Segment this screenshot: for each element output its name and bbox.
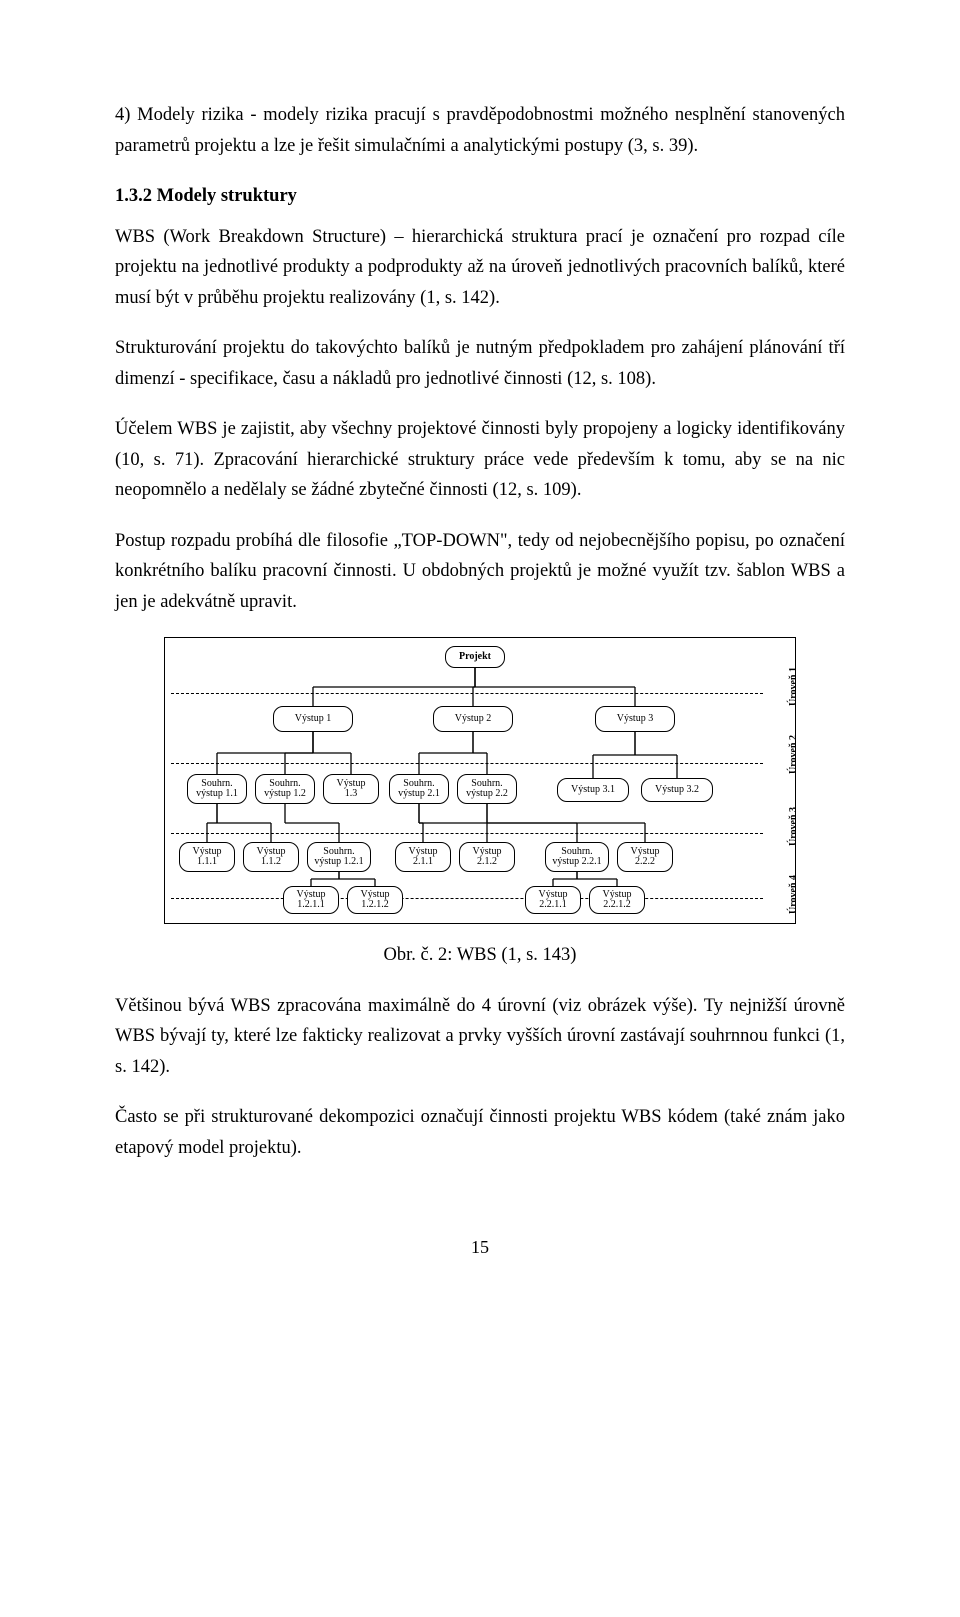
wbs-node: Výstup 3: [595, 706, 675, 732]
text: Účelem WBS je zajistit, aby všechny proj…: [115, 419, 845, 500]
level-label: Úroveň 2: [789, 735, 799, 774]
text: 1.3.2 Modely struktury: [115, 186, 297, 206]
para-purpose: Účelem WBS je zajistit, aby všechny proj…: [115, 414, 845, 506]
wbs-node: Výstup 3.1: [557, 778, 629, 802]
para-levels: Většinou bývá WBS zpracována maximálně d…: [115, 991, 845, 1083]
wbs-node: Souhrn. výstup 2.2: [457, 774, 517, 804]
text: Často se při strukturované dekompozici o…: [115, 1107, 845, 1158]
figure-caption: Obr. č. 2: WBS (1, s. 143): [115, 940, 845, 971]
wbs-node: Výstup 2: [433, 706, 513, 732]
wbs-node: Výstup 1.1.2: [243, 842, 299, 872]
wbs-node: Výstup 1.1.1: [179, 842, 235, 872]
wbs-node: Výstup 2.2.2: [617, 842, 673, 872]
wbs-node: Výstup 2.2.1.2: [589, 886, 645, 914]
wbs-node: Výstup 1.2.1.2: [347, 886, 403, 914]
wbs-node: Výstup 2.1.2: [459, 842, 515, 872]
section-heading: 1.3.2 Modely struktury: [115, 181, 845, 212]
wbs-node: Souhrn. výstup 1.2: [255, 774, 315, 804]
para-structuring: Strukturování projektu do takovýchto bal…: [115, 333, 845, 394]
wbs-node: Souhrn. výstup 1.2.1: [307, 842, 371, 872]
wbs-node: Souhrn. výstup 1.1: [187, 774, 247, 804]
level-label: Úroveň 1: [789, 667, 799, 706]
para-models: 4) Modely rizika - modely rizika pracují…: [115, 100, 845, 161]
wbs-node: Výstup 1: [273, 706, 353, 732]
wbs-node: Výstup 1.3: [323, 774, 379, 804]
text: Většinou bývá WBS zpracována maximálně d…: [115, 996, 845, 1077]
wbs-node: Souhrn. výstup 2.1: [389, 774, 449, 804]
text: Strukturování projektu do takovýchto bal…: [115, 338, 845, 389]
figure-wrap: Projekt Výstup 1 Výstup 2 Výstup 3 Souhrn. v…: [115, 637, 845, 924]
text: 4) Modely rizika - modely rizika pracují…: [115, 105, 845, 156]
text: WBS (Work Breakdown Structure) – hierarc…: [115, 227, 845, 308]
wbs-node: Projekt: [445, 646, 505, 668]
para-wbs-def: WBS (Work Breakdown Structure) – hierarc…: [115, 222, 845, 314]
para-wbs-code: Často se při strukturované dekompozici o…: [115, 1102, 845, 1163]
tree-nodes: Projekt Výstup 1 Výstup 2 Výstup 3 Souhrn. v…: [165, 638, 795, 923]
wbs-node: Výstup 3.2: [641, 778, 713, 802]
text: 15: [471, 1237, 489, 1257]
wbs-node: Výstup 1.2.1.1: [283, 886, 339, 914]
para-topdown: Postup rozpadu probíhá dle filosofie „TO…: [115, 526, 845, 618]
text: Obr. č. 2: WBS (1, s. 143): [384, 945, 577, 965]
wbs-node: Výstup 2.2.1.1: [525, 886, 581, 914]
level-label: Úroveň 3: [789, 807, 799, 846]
wbs-diagram: Projekt Výstup 1 Výstup 2 Výstup 3 Souhrn. v…: [164, 637, 796, 924]
wbs-node: Souhrn. výstup 2.2.1: [545, 842, 609, 872]
wbs-node: Výstup 2.1.1: [395, 842, 451, 872]
page-number: 15: [115, 1233, 845, 1263]
text: Postup rozpadu probíhá dle filosofie „TO…: [115, 531, 845, 612]
level-label: Úroveň 4: [789, 875, 799, 914]
